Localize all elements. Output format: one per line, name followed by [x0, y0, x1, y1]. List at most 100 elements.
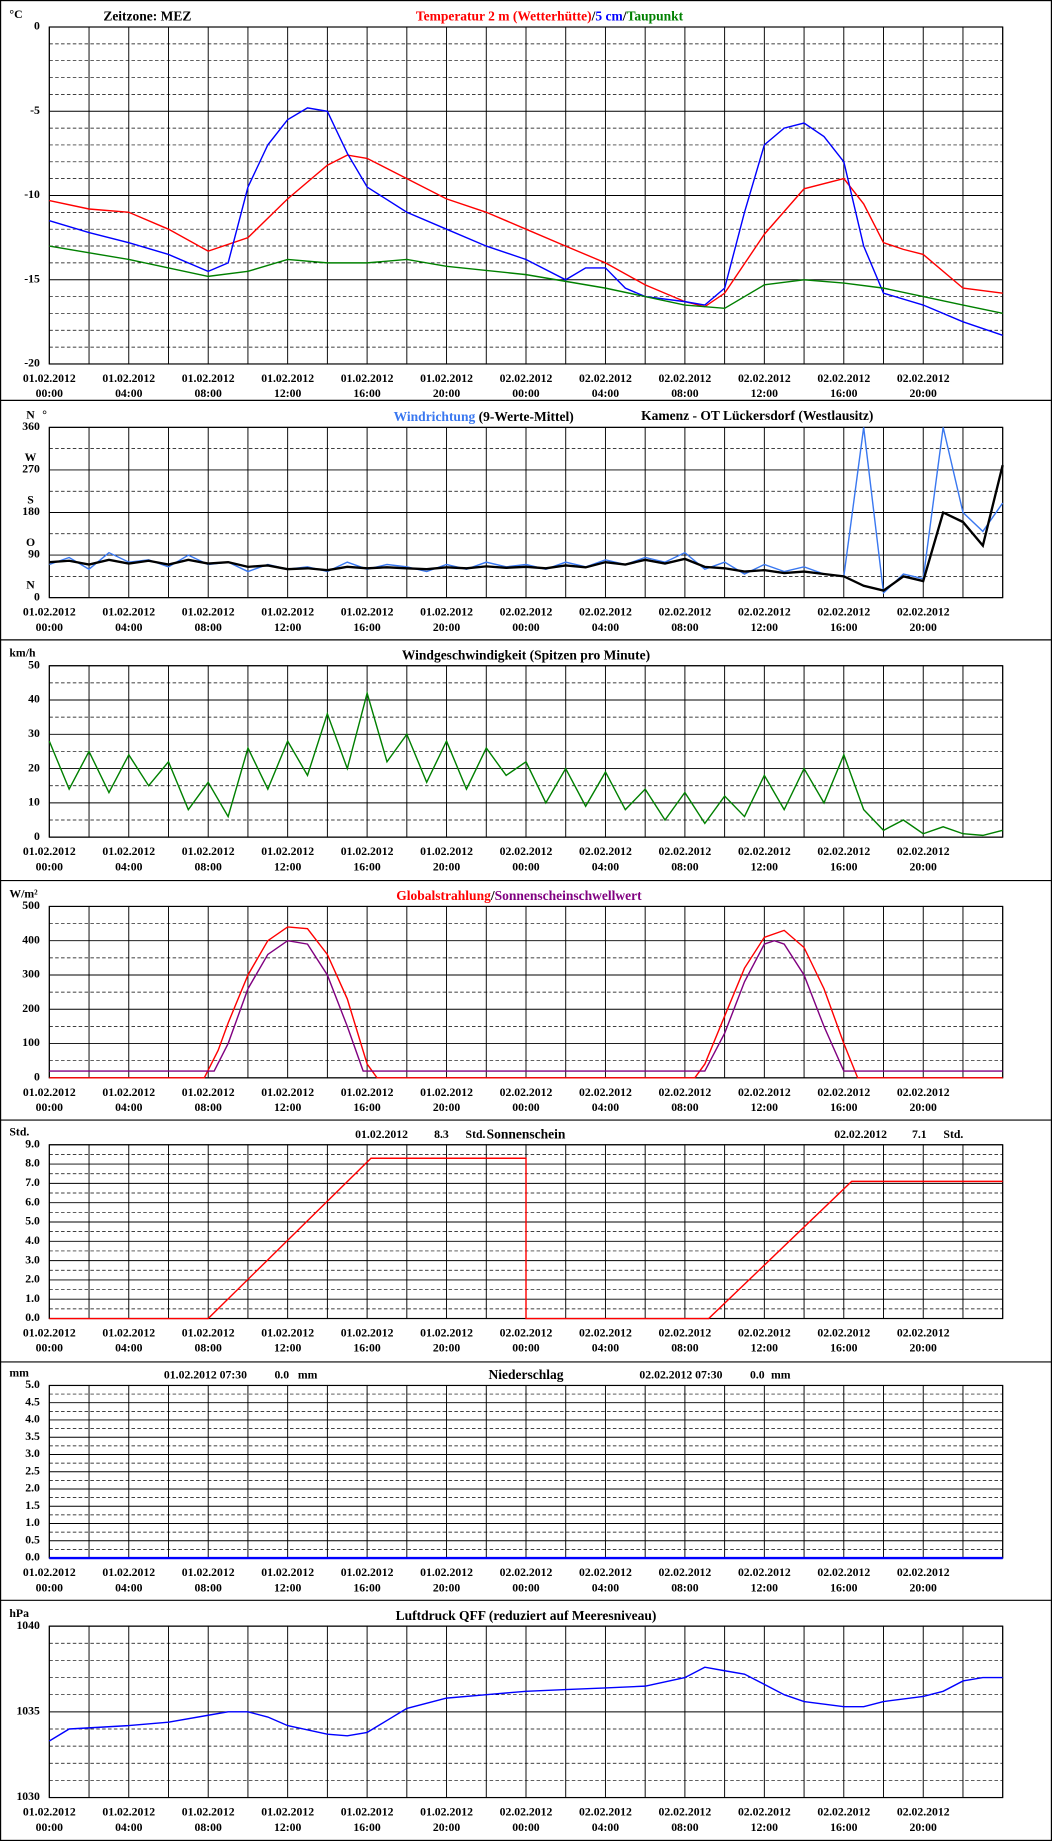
y-tick-label: 10 — [28, 796, 40, 809]
x-tick-date: 01.02.2012 — [102, 372, 155, 385]
panel: 0 10 20 30 40 50 01.02.2012 00:00 01.02.2012 04:0… — [9, 647, 1004, 873]
x-tick-time: 16:00 — [353, 387, 381, 400]
x-tick-date: 01.02.2012 — [341, 1086, 394, 1099]
legend-separator: / — [622, 9, 627, 24]
y-tick-label: 5.0 — [25, 1378, 40, 1391]
y-tick-label: 0.0 — [25, 1311, 40, 1324]
x-tick-date: 02.02.2012 — [897, 606, 950, 619]
y-tick-label: 1035 — [16, 1705, 40, 1718]
total-value: 8.3 — [434, 1128, 449, 1141]
x-tick-time: 20:00 — [433, 1821, 461, 1834]
x-tick-date: 01.02.2012 — [23, 1086, 76, 1099]
x-tick-time: 04:00 — [115, 387, 143, 400]
y-tick-label: 2.5 — [25, 1464, 40, 1477]
x-tick-date: 01.02.2012 — [23, 1326, 76, 1339]
x-tick-time: 08:00 — [195, 1101, 223, 1114]
legend-entry: Temperatur 2 m (Wetterhütte) — [416, 9, 592, 24]
x-tick-date: 01.02.2012 — [420, 1326, 473, 1339]
panel: 090180270360NOSWN01.02.201200:0001.02.20… — [22, 408, 1004, 634]
x-tick-date: 02.02.2012 — [897, 372, 950, 385]
x-tick-date: 01.02.2012 — [420, 606, 473, 619]
legend: Globalstrahlung/Sonnenscheinschwellwert — [396, 888, 642, 903]
x-tick-date: 01.02.2012 — [23, 606, 76, 619]
x-tick-time: 04:00 — [592, 1821, 620, 1834]
x-tick-date: 01.02.2012 — [261, 1086, 314, 1099]
x-tick-time: 08:00 — [671, 621, 699, 634]
x-tick-time: 04:00 — [592, 1342, 620, 1355]
x-tick-date: 01.02.2012 — [261, 372, 314, 385]
x-tick-date: 02.02.2012 — [500, 845, 553, 858]
x-tick-time: 16:00 — [830, 1101, 858, 1114]
x-tick-date: 02.02.2012 — [738, 372, 791, 385]
total-date: 01.02.2012 07:30 — [164, 1369, 247, 1382]
x-tick-time: 08:00 — [195, 387, 223, 400]
x-tick-date: 01.02.2012 — [341, 372, 394, 385]
legend-entry: Sonnenscheinschwellwert — [495, 888, 643, 903]
x-tick-time: 00:00 — [512, 387, 540, 400]
x-tick-date: 02.02.2012 — [579, 1086, 632, 1099]
x-tick-date: 01.02.2012 — [102, 1566, 155, 1579]
chart-title: Windgeschwindigkeit (Spitzen pro Minute) — [402, 647, 650, 662]
x-tick-date: 02.02.2012 — [579, 845, 632, 858]
x-tick-time: 00:00 — [36, 860, 64, 873]
x-tick-date: 02.02.2012 — [738, 1566, 791, 1579]
x-tick-date: 01.02.2012 — [341, 606, 394, 619]
y-tick-label: 6.0 — [25, 1195, 40, 1208]
series-line — [49, 107, 1003, 336]
x-tick-time: 08:00 — [671, 387, 699, 400]
x-tick-time: 16:00 — [830, 1821, 858, 1834]
x-tick-time: 04:00 — [592, 387, 620, 400]
y-tick-label: 0.0 — [25, 1551, 40, 1564]
x-tick-date: 01.02.2012 — [102, 845, 155, 858]
x-tick-time: 08:00 — [671, 1342, 699, 1355]
x-tick-time: 08:00 — [195, 1581, 223, 1594]
x-tick-time: 12:00 — [274, 860, 302, 873]
x-tick-time: 00:00 — [36, 1581, 64, 1594]
x-tick-date: 02.02.2012 — [658, 372, 711, 385]
compass-label: O — [26, 536, 35, 549]
x-tick-date: 01.02.2012 — [261, 1806, 314, 1819]
x-tick-time: 04:00 — [115, 1101, 143, 1114]
x-tick-time: 16:00 — [830, 860, 858, 873]
x-tick-date: 02.02.2012 — [658, 1086, 711, 1099]
x-tick-time: 04:00 — [592, 1581, 620, 1594]
legend-entry: 5 cm — [595, 9, 623, 24]
y-tick-label: 90 — [28, 548, 40, 561]
x-tick-date: 01.02.2012 — [182, 1566, 235, 1579]
x-tick-time: 04:00 — [592, 860, 620, 873]
total-date: 01.02.2012 — [355, 1128, 408, 1141]
x-tick-date: 01.02.2012 — [261, 1566, 314, 1579]
y-tick-label: 270 — [22, 463, 40, 476]
y-tick-label: 200 — [22, 1002, 40, 1015]
x-tick-date: 02.02.2012 — [579, 606, 632, 619]
x-tick-date: 01.02.2012 — [341, 1566, 394, 1579]
total-value: 0.0 — [750, 1369, 765, 1382]
x-tick-date: 02.02.2012 — [817, 606, 870, 619]
x-tick-date: 01.02.2012 — [341, 1326, 394, 1339]
y-tick-label: 1030 — [16, 1790, 40, 1803]
x-tick-date: 01.02.2012 — [341, 1806, 394, 1819]
y-tick-label: 400 — [22, 933, 40, 946]
series-line — [49, 464, 1004, 592]
x-tick-date: 02.02.2012 — [658, 1566, 711, 1579]
x-tick-date: 02.02.2012 — [817, 845, 870, 858]
x-tick-date: 02.02.2012 — [897, 1806, 950, 1819]
x-tick-date: 02.02.2012 — [658, 606, 711, 619]
x-tick-date: 01.02.2012 — [341, 845, 394, 858]
x-tick-date: 02.02.2012 — [897, 845, 950, 858]
x-tick-date: 01.02.2012 — [261, 845, 314, 858]
axis-unit: °C — [9, 8, 22, 21]
x-tick-time: 16:00 — [830, 621, 858, 634]
x-tick-time: 16:00 — [353, 1342, 381, 1355]
compass-label: W — [25, 451, 37, 464]
x-tick-time: 00:00 — [36, 1101, 64, 1114]
x-tick-date: 01.02.2012 — [102, 1086, 155, 1099]
x-tick-time: 12:00 — [274, 621, 302, 634]
y-tick-label: 20 — [28, 761, 40, 774]
x-tick-time: 12:00 — [274, 1342, 302, 1355]
x-tick-date: 02.02.2012 — [738, 1086, 791, 1099]
x-tick-time: 08:00 — [671, 1821, 699, 1834]
x-tick-date: 01.02.2012 — [182, 1806, 235, 1819]
y-tick-label: 1040 — [16, 1619, 40, 1632]
y-tick-label: 0.5 — [25, 1533, 40, 1546]
